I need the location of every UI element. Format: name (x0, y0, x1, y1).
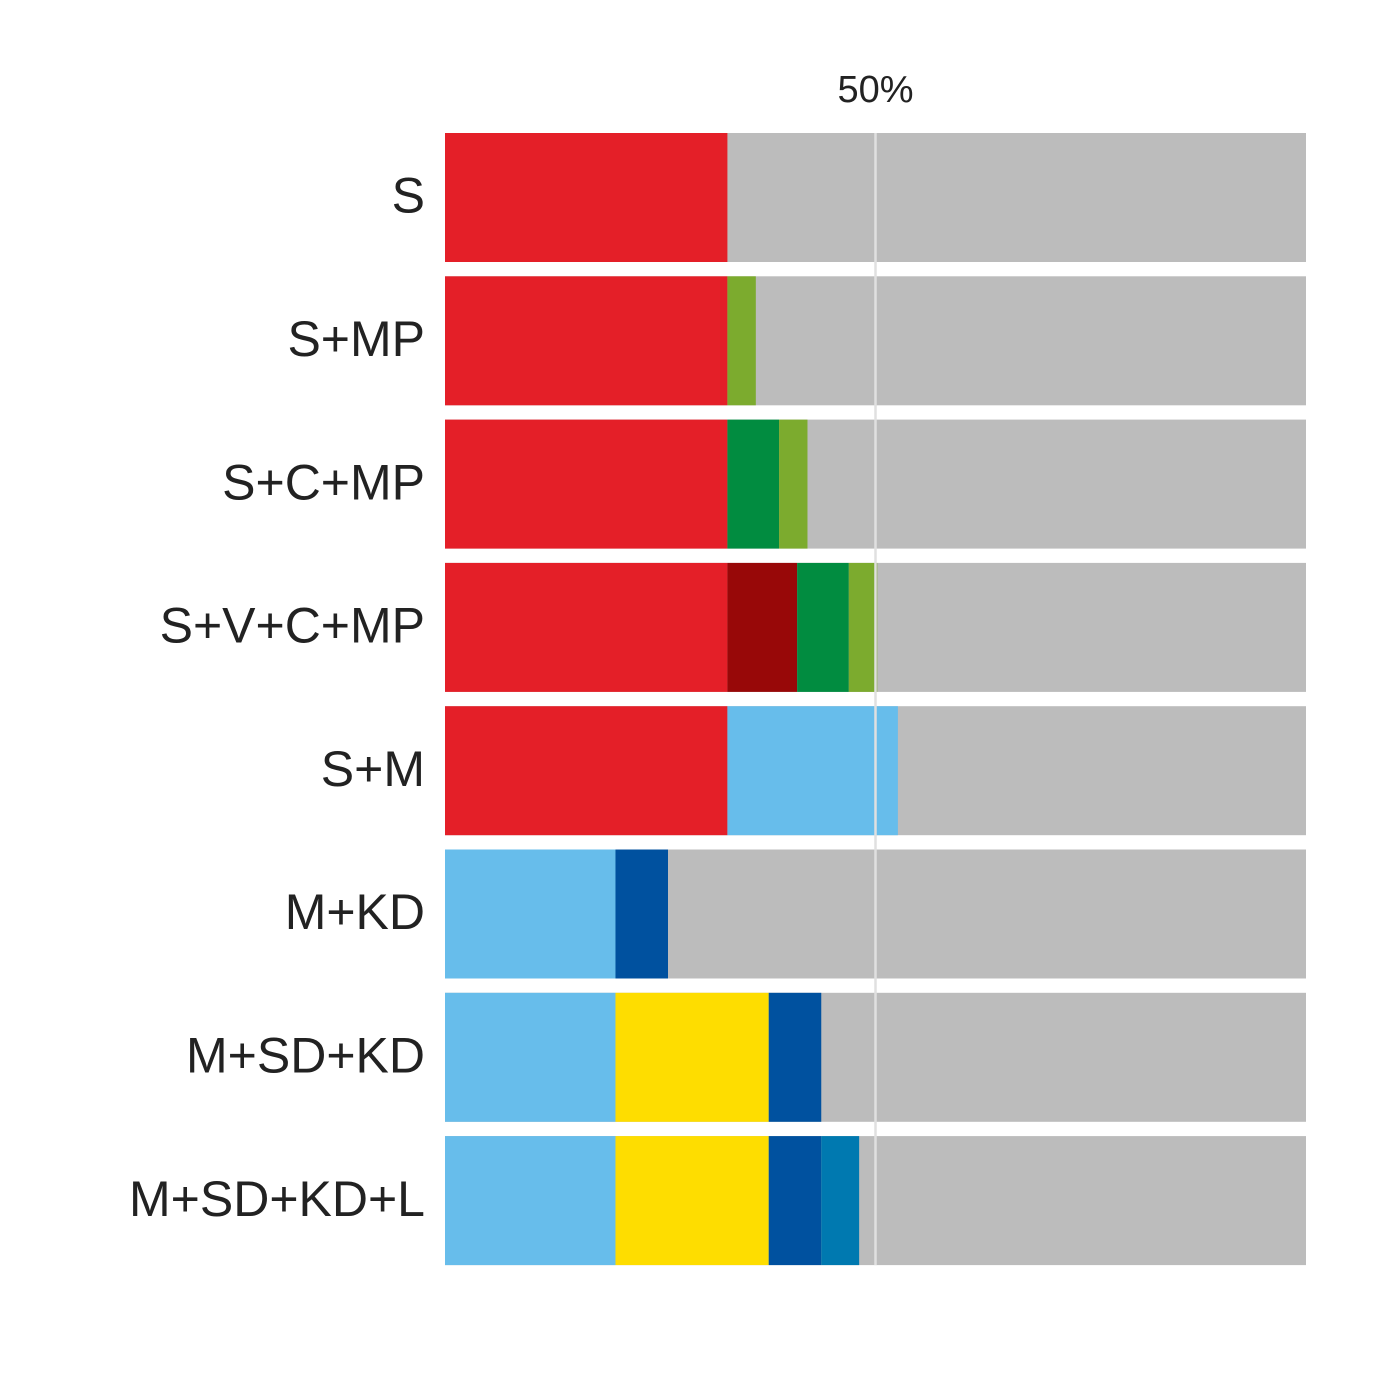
bar-segment (445, 562, 728, 692)
bar-segment (445, 849, 616, 979)
bar-segment (727, 562, 798, 692)
bar-segment (445, 133, 728, 262)
category-label: M+SD+KD+L (129, 1171, 425, 1227)
bar-segment (727, 706, 898, 836)
category-label: S+V+C+MP (160, 598, 425, 654)
bar-segment (615, 849, 668, 979)
category-label: M+SD+KD (186, 1028, 425, 1084)
category-label: S+M (321, 741, 425, 797)
bar-segment (768, 1136, 822, 1266)
bar-segment (445, 1136, 616, 1266)
bar-segment (445, 992, 616, 1122)
bar-segment (779, 419, 808, 549)
category-label: S+MP (287, 311, 425, 367)
bar-segment (848, 562, 878, 692)
x-tick-label: 50% (837, 69, 913, 111)
bar-segment (797, 562, 849, 692)
bar-segment (615, 992, 769, 1122)
category-label: M+KD (285, 884, 425, 940)
category-label: S+C+MP (222, 454, 425, 510)
bar-segment (821, 1136, 860, 1266)
bar-segment (727, 419, 780, 549)
bar-segment (768, 992, 822, 1122)
bar-segment (615, 1136, 769, 1266)
bar-segment (445, 706, 728, 836)
bar-segment (445, 276, 728, 406)
category-label: S (392, 168, 425, 224)
bar-segment (445, 419, 728, 549)
bar-segment (727, 276, 756, 406)
